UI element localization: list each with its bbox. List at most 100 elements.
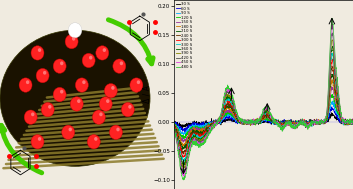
Line: 450 S: 450 S bbox=[174, 24, 353, 176]
30 S bbox=[351, 120, 353, 123]
480 S bbox=[295, 125, 299, 128]
Y-axis label: Δ / A: Δ / A bbox=[143, 86, 151, 103]
Line: 150 S: 150 S bbox=[174, 87, 353, 142]
30 S bbox=[295, 122, 299, 124]
Legend: 30 S, 60 S, 90 S, 120 S, 150 S, 180 S, 210 S, 240 S, 300 S, 330 S, 360 S, 390 S,: 30 S, 60 S, 90 S, 120 S, 150 S, 180 S, 2… bbox=[176, 2, 193, 69]
150 S bbox=[330, 85, 334, 88]
Line: 360 S: 360 S bbox=[174, 46, 353, 165]
180 S bbox=[295, 123, 299, 125]
120 S bbox=[351, 121, 353, 123]
390 S bbox=[312, 121, 316, 123]
60 S bbox=[183, 131, 187, 134]
90 S bbox=[251, 119, 255, 122]
Circle shape bbox=[53, 59, 66, 73]
480 S bbox=[330, 17, 334, 19]
360 S bbox=[182, 164, 186, 167]
450 S bbox=[330, 23, 334, 25]
450 S bbox=[315, 119, 319, 122]
210 S bbox=[251, 121, 255, 123]
420 S bbox=[351, 122, 353, 125]
Circle shape bbox=[121, 102, 134, 117]
300 S bbox=[351, 120, 353, 122]
Circle shape bbox=[120, 61, 123, 65]
420 S bbox=[182, 172, 186, 174]
390 S bbox=[244, 120, 249, 123]
480 S bbox=[251, 120, 255, 123]
Circle shape bbox=[31, 46, 44, 60]
30 S bbox=[251, 121, 255, 123]
Circle shape bbox=[82, 80, 85, 84]
Circle shape bbox=[65, 34, 78, 49]
Circle shape bbox=[111, 86, 115, 90]
Circle shape bbox=[113, 59, 126, 73]
180 S bbox=[351, 122, 353, 125]
Circle shape bbox=[130, 78, 143, 92]
390 S bbox=[172, 128, 176, 130]
450 S bbox=[181, 175, 186, 177]
60 S bbox=[351, 122, 353, 124]
Circle shape bbox=[99, 97, 112, 111]
30 S bbox=[244, 120, 249, 123]
210 S bbox=[244, 120, 249, 122]
420 S bbox=[312, 120, 316, 122]
Circle shape bbox=[19, 78, 32, 92]
Line: 240 S: 240 S bbox=[174, 66, 353, 154]
30 S bbox=[185, 127, 189, 129]
210 S bbox=[315, 121, 319, 124]
330 S bbox=[251, 121, 255, 123]
180 S bbox=[190, 129, 195, 132]
180 S bbox=[181, 145, 186, 147]
390 S bbox=[181, 168, 185, 170]
Circle shape bbox=[68, 128, 72, 131]
Circle shape bbox=[60, 61, 64, 65]
210 S bbox=[295, 124, 299, 126]
360 S bbox=[251, 122, 255, 124]
120 S bbox=[315, 122, 319, 124]
Line: 330 S: 330 S bbox=[174, 53, 353, 162]
330 S bbox=[330, 52, 334, 54]
Ellipse shape bbox=[0, 30, 150, 166]
180 S bbox=[172, 124, 176, 127]
180 S bbox=[244, 121, 249, 123]
120 S bbox=[172, 125, 176, 127]
240 S bbox=[330, 65, 334, 67]
390 S bbox=[315, 119, 319, 122]
Line: 30 S: 30 S bbox=[174, 113, 353, 128]
420 S bbox=[251, 122, 255, 124]
360 S bbox=[295, 124, 299, 126]
60 S bbox=[190, 124, 195, 126]
120 S bbox=[244, 124, 249, 126]
360 S bbox=[315, 121, 319, 123]
30 S bbox=[190, 123, 195, 125]
60 S bbox=[295, 121, 299, 124]
Line: 390 S: 390 S bbox=[174, 40, 353, 169]
90 S bbox=[190, 124, 195, 126]
420 S bbox=[315, 123, 319, 126]
300 S bbox=[330, 58, 335, 60]
240 S bbox=[190, 133, 195, 135]
Circle shape bbox=[89, 56, 92, 60]
180 S bbox=[315, 120, 319, 123]
150 S bbox=[312, 121, 316, 123]
Circle shape bbox=[96, 46, 109, 60]
Circle shape bbox=[41, 102, 54, 117]
150 S bbox=[244, 120, 249, 122]
Circle shape bbox=[68, 23, 82, 38]
Circle shape bbox=[62, 125, 75, 139]
300 S bbox=[244, 123, 249, 126]
480 S bbox=[315, 123, 319, 125]
Circle shape bbox=[106, 99, 109, 103]
360 S bbox=[172, 127, 176, 129]
Circle shape bbox=[99, 112, 103, 116]
450 S bbox=[295, 123, 299, 126]
300 S bbox=[295, 122, 299, 124]
210 S bbox=[172, 125, 176, 128]
390 S bbox=[351, 122, 353, 124]
Circle shape bbox=[137, 80, 140, 84]
30 S bbox=[172, 121, 176, 123]
360 S bbox=[244, 120, 249, 122]
300 S bbox=[251, 119, 255, 122]
60 S bbox=[172, 120, 176, 123]
360 S bbox=[330, 45, 335, 47]
180 S bbox=[330, 79, 334, 81]
